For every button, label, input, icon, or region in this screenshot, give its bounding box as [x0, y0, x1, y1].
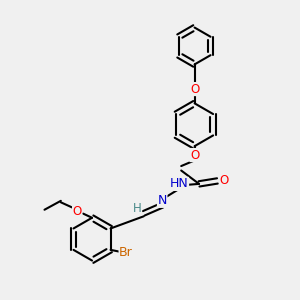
Text: O: O — [219, 174, 229, 188]
Text: Br: Br — [119, 246, 133, 259]
Text: HN: HN — [170, 177, 188, 190]
Text: O: O — [190, 148, 199, 162]
Text: O: O — [73, 205, 82, 218]
Text: H: H — [133, 202, 142, 215]
Text: O: O — [190, 82, 199, 96]
Text: N: N — [158, 194, 167, 207]
